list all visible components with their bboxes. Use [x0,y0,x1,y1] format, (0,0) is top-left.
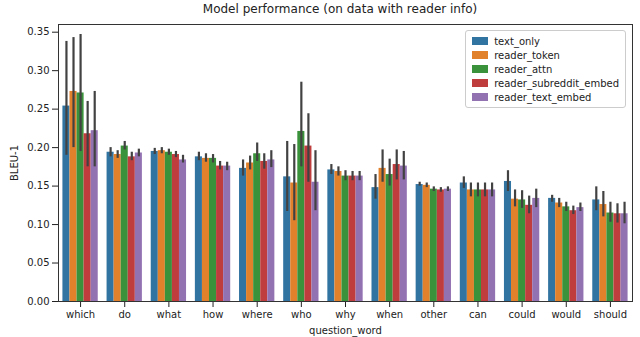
svg-text:when: when [376,309,403,320]
svg-text:question_word: question_word [309,325,382,337]
svg-text:other: other [420,309,448,320]
svg-text:do: do [118,309,130,320]
svg-text:0.30: 0.30 [27,65,49,76]
svg-text:would: would [551,309,581,320]
svg-text:how: how [203,309,224,320]
svg-text:could: could [509,309,536,320]
svg-text:0.20: 0.20 [27,142,49,153]
svg-text:which: which [66,309,95,320]
html-text:reader_text_embed: reader_text_embed [494,91,592,103]
svg-text:0.35: 0.35 [27,26,49,37]
svg-text:0.00: 0.00 [27,296,49,307]
html-text:Model performance (on data wit: Model performance (on data with reader i… [202,2,478,16]
svg-text:0.15: 0.15 [27,180,49,191]
html-text:text_only: text_only [494,35,540,47]
svg-text:where: where [242,309,273,320]
svg-text:0.05: 0.05 [27,257,49,268]
svg-text:can: can [469,309,487,320]
svg-text:why: why [335,309,356,320]
svg-text:0.10: 0.10 [27,219,49,230]
svg-text:0.25: 0.25 [27,103,49,114]
html-text:reader_token: reader_token [494,49,560,61]
svg-text:BLEU-1: BLEU-1 [9,145,20,181]
svg-text:should: should [594,309,627,320]
html-text:reader_attn: reader_attn [494,63,553,75]
svg-text:what: what [157,309,182,320]
svg-text:who: who [291,309,312,320]
html-text:reader_subreddit_embed: reader_subreddit_embed [494,77,619,89]
